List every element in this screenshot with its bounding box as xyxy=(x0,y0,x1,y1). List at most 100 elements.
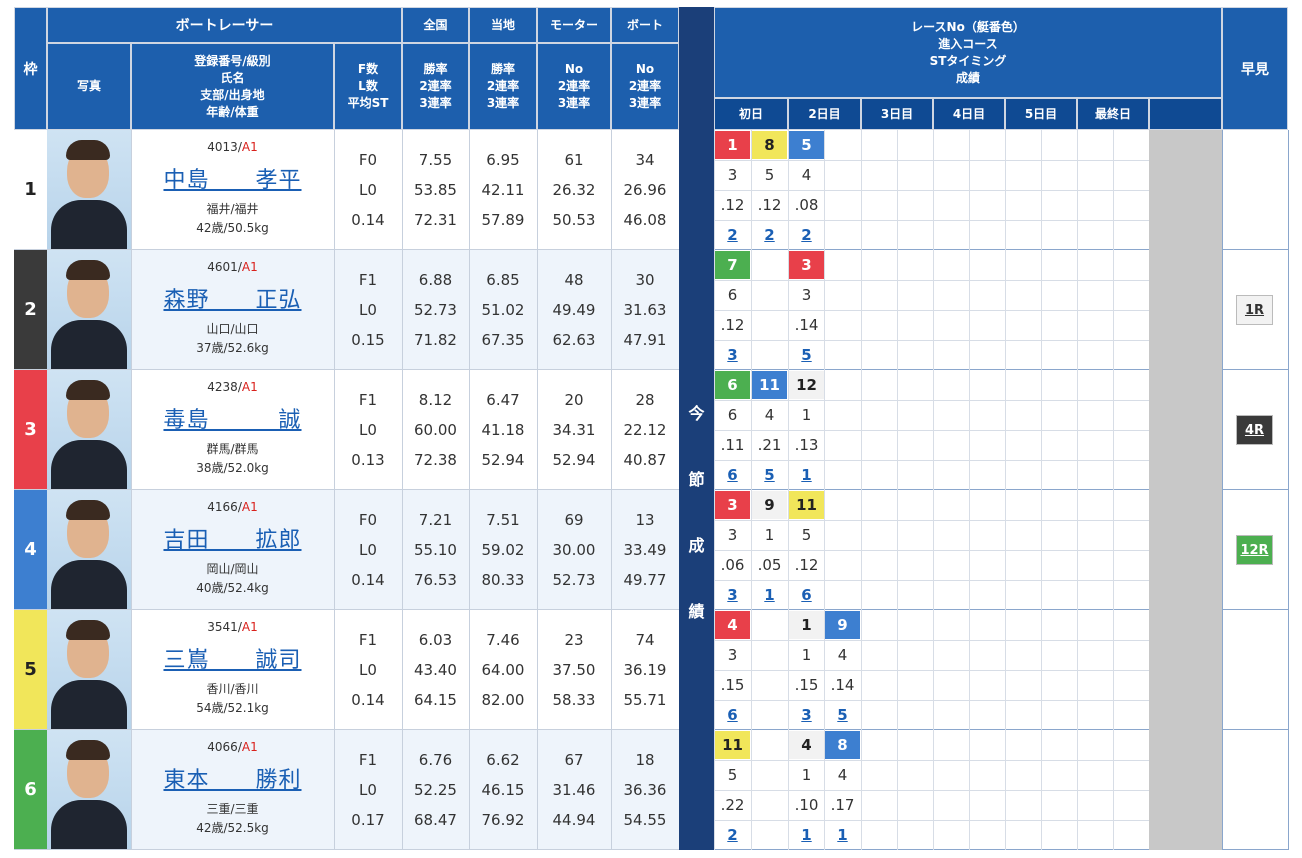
hayami-race-button[interactable]: 1R xyxy=(1236,295,1273,325)
touchi-header: 当地 xyxy=(469,7,537,43)
day-header-extra xyxy=(1149,98,1222,130)
motor-stats: 52.73 xyxy=(552,571,596,589)
race-result-link[interactable]: 3 xyxy=(727,586,738,604)
touchi-rates-header: 勝率 2連率 3連率 xyxy=(469,43,537,130)
racer-photo xyxy=(47,370,131,489)
race-result-link[interactable]: 6 xyxy=(801,586,812,604)
waku-number: 2 xyxy=(14,250,47,369)
st-timing: .10 xyxy=(794,796,819,814)
st-timing: .12 xyxy=(794,556,819,574)
branch-age-weight: 山口/山口 37歳/52.6kg xyxy=(196,322,269,355)
race-number-badge: 9 xyxy=(752,491,787,519)
racer-photo xyxy=(47,730,131,849)
race-result-link[interactable]: 5 xyxy=(764,466,775,484)
race-result-link[interactable]: 1 xyxy=(801,466,812,484)
f-stats: 0.17 xyxy=(351,811,385,829)
race-number-badge: 11 xyxy=(715,731,750,759)
touchi-stats: 57.89 xyxy=(481,211,525,229)
entry-course: 6 xyxy=(727,406,738,424)
racer-name-link[interactable]: 吉田 拡郎 xyxy=(163,528,302,553)
touchi-stats: 51.02 xyxy=(481,301,525,319)
race-number-badge: 8 xyxy=(752,131,787,159)
entry-course: 1 xyxy=(801,406,812,424)
race-result-link[interactable]: 1 xyxy=(764,586,775,604)
race-number-badge: 11 xyxy=(789,491,824,519)
racer-photo xyxy=(47,250,131,369)
boat-stats: 26.96 xyxy=(623,181,667,199)
race-result-link[interactable]: 5 xyxy=(801,346,812,364)
motor-header: モーター xyxy=(537,7,611,43)
day-header-2: 2日目 xyxy=(788,98,861,130)
boat-stats: 49.77 xyxy=(623,571,667,589)
zenkoku-stats: 55.10 xyxy=(414,541,457,559)
motor-stats: 37.50 xyxy=(552,661,596,679)
race-result-link[interactable]: 3 xyxy=(801,706,812,724)
entry-course: 4 xyxy=(801,166,812,184)
day-header-6: 最終日 xyxy=(1077,98,1149,130)
racer-name-link[interactable]: 中島 孝平 xyxy=(163,168,302,193)
racer-name-link[interactable]: 東本 勝利 xyxy=(163,768,302,793)
branch-age-weight: 群馬/群馬 38歳/52.0kg xyxy=(196,442,269,475)
branch-age-weight: 岡山/岡山 40歳/52.4kg xyxy=(196,562,269,595)
motor-stats: 34.31 xyxy=(552,421,596,439)
entry-course: 4 xyxy=(764,406,775,424)
motor-stats: 52.94 xyxy=(552,451,596,469)
zenkoku-stats: 43.40 xyxy=(414,661,457,679)
branch-age-weight: 香川/香川 54歳/52.1kg xyxy=(196,682,269,715)
race-result-link[interactable]: 2 xyxy=(727,826,738,844)
hayami-race-button[interactable]: 12R xyxy=(1236,535,1273,565)
touchi-stats: 67.35 xyxy=(481,331,525,349)
zenkoku-stats: 72.31 xyxy=(414,211,457,229)
race-number-badge: 7 xyxy=(715,251,750,279)
racer-name-link[interactable]: 三嶌 誠司 xyxy=(163,648,302,673)
race-result-link[interactable]: 6 xyxy=(727,706,738,724)
hayami-header: 早見 xyxy=(1222,7,1288,130)
racer-name-link[interactable]: 森野 正弘 xyxy=(163,288,302,313)
zenkoku-rates-header: 勝率 2連率 3連率 xyxy=(402,43,469,130)
race-number-badge: 1 xyxy=(715,131,750,159)
race-result-link[interactable]: 2 xyxy=(727,226,738,244)
boat-stats: 18 xyxy=(635,751,655,769)
touchi-stats: 6.47 xyxy=(486,391,520,409)
touchi-stats: 6.62 xyxy=(486,751,520,769)
boat-stats: 30 xyxy=(635,271,655,289)
race-result-link[interactable]: 1 xyxy=(837,826,848,844)
race-result-link[interactable]: 3 xyxy=(727,346,738,364)
touchi-stats: 42.11 xyxy=(481,181,525,199)
zenkoku-stats: 68.47 xyxy=(414,811,457,829)
race-result-link[interactable]: 2 xyxy=(764,226,775,244)
racer-photo xyxy=(47,610,131,729)
boat-rates-header: No 2連率 3連率 xyxy=(611,43,679,130)
st-timing: .12 xyxy=(720,196,745,214)
f-stats: L0 xyxy=(359,181,377,199)
racer-name-link[interactable]: 毒島 誠 xyxy=(163,408,302,433)
reg-class: 4013/A1 xyxy=(207,140,258,154)
f-info-header: F数 L数 平均ST xyxy=(334,43,402,130)
race-result-link[interactable]: 1 xyxy=(801,826,812,844)
race-number-badge: 3 xyxy=(715,491,750,519)
motor-stats: 67 xyxy=(564,751,584,769)
st-timing: .08 xyxy=(794,196,819,214)
race-result-link[interactable]: 5 xyxy=(837,706,848,724)
race-result-link[interactable]: 6 xyxy=(727,466,738,484)
hayami-race-button[interactable]: 4R xyxy=(1236,415,1273,445)
reg-info-header: 登録番号/級別 氏名 支部/出身地 年齢/体重 xyxy=(131,43,334,130)
entry-course: 3 xyxy=(727,646,738,664)
day-header-4: 4日目 xyxy=(933,98,1005,130)
zenkoku-stats: 7.55 xyxy=(418,151,453,169)
boat-stats: 46.08 xyxy=(623,211,667,229)
motor-stats: 69 xyxy=(564,511,584,529)
boat-racer-header: ボートレーサー xyxy=(47,7,402,43)
f-stats: F1 xyxy=(358,391,378,409)
st-timing: .15 xyxy=(720,676,745,694)
zenkoku-stats: 6.03 xyxy=(418,631,453,649)
boat-stats: 22.12 xyxy=(623,421,667,439)
motor-stats: 30.00 xyxy=(552,541,596,559)
boat-stats: 36.19 xyxy=(623,661,667,679)
entry-course: 4 xyxy=(837,766,848,784)
f-stats: L0 xyxy=(359,541,377,559)
st-timing: .12 xyxy=(757,196,782,214)
day-header-3: 3日目 xyxy=(861,98,933,130)
st-timing: .21 xyxy=(757,436,782,454)
race-result-link[interactable]: 2 xyxy=(801,226,812,244)
